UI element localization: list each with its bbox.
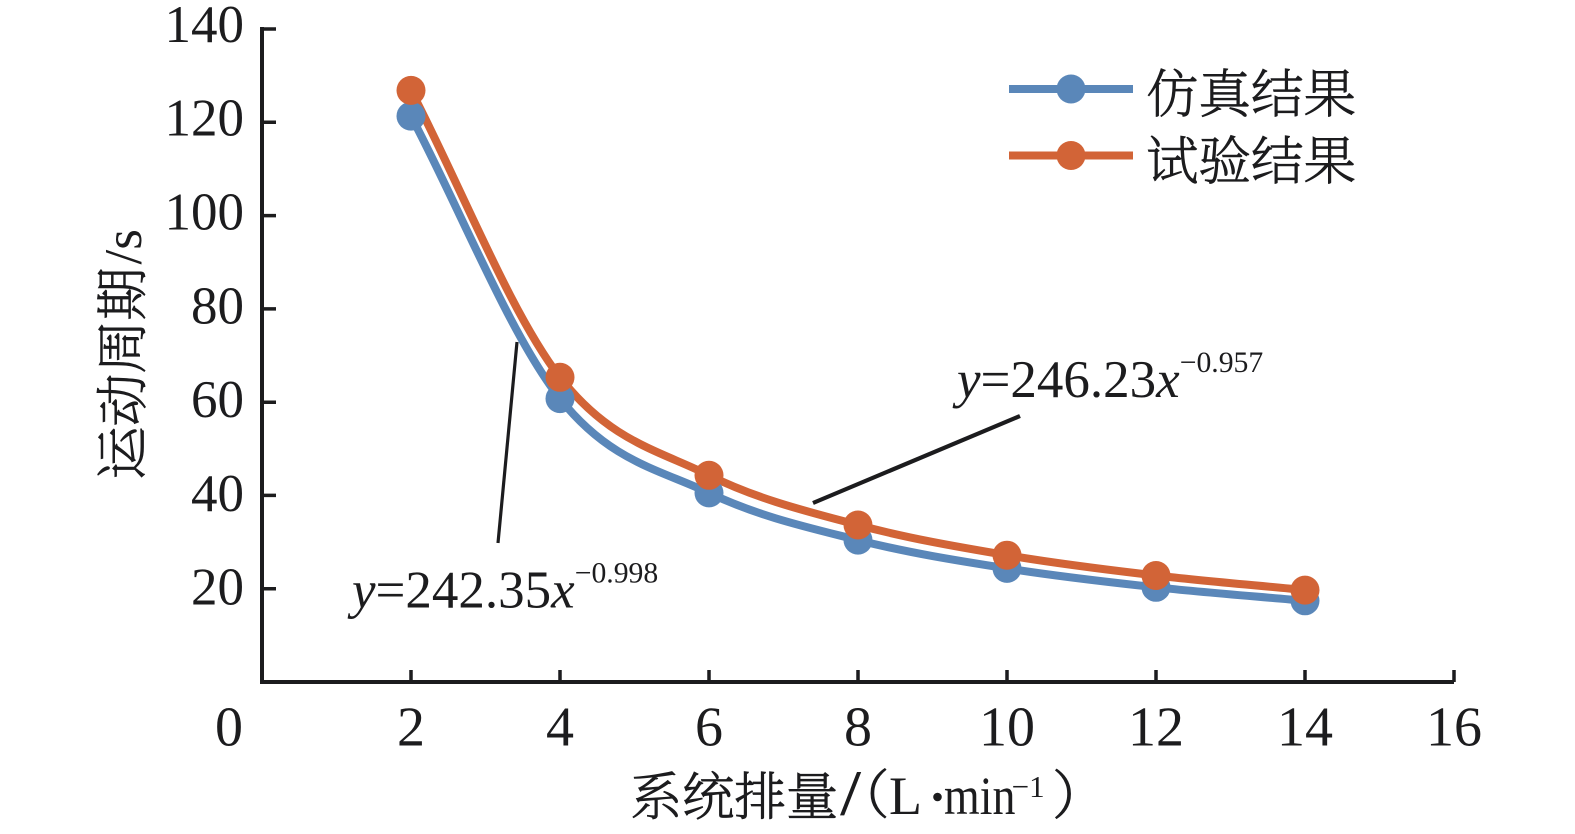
svg-text:60: 60 (191, 371, 244, 429)
svg-text:80: 80 (191, 277, 244, 335)
svg-text:14: 14 (1277, 697, 1333, 759)
svg-text:12: 12 (1128, 697, 1184, 759)
svg-text:20: 20 (191, 559, 244, 617)
svg-text:min: min (944, 766, 1015, 826)
svg-text:L: L (889, 766, 922, 826)
svg-text:6: 6 (695, 697, 723, 759)
svg-text:−1: −1 (1012, 769, 1045, 804)
svg-text:100: 100 (165, 184, 245, 242)
svg-text:2: 2 (397, 697, 425, 759)
svg-text:/s: /s (95, 229, 153, 264)
svg-text:y=242.35x−0.998: y=242.35x−0.998 (347, 558, 658, 620)
svg-text:140: 140 (165, 0, 245, 54)
svg-text:120: 120 (165, 90, 245, 148)
svg-text:16: 16 (1426, 697, 1482, 759)
svg-text:4: 4 (546, 697, 574, 759)
svg-text:10: 10 (979, 697, 1035, 759)
svg-text:0: 0 (215, 697, 243, 759)
svg-text:40: 40 (191, 465, 244, 523)
svg-text:y=246.23x−0.957: y=246.23x−0.957 (952, 347, 1263, 409)
svg-text:8: 8 (844, 697, 872, 759)
